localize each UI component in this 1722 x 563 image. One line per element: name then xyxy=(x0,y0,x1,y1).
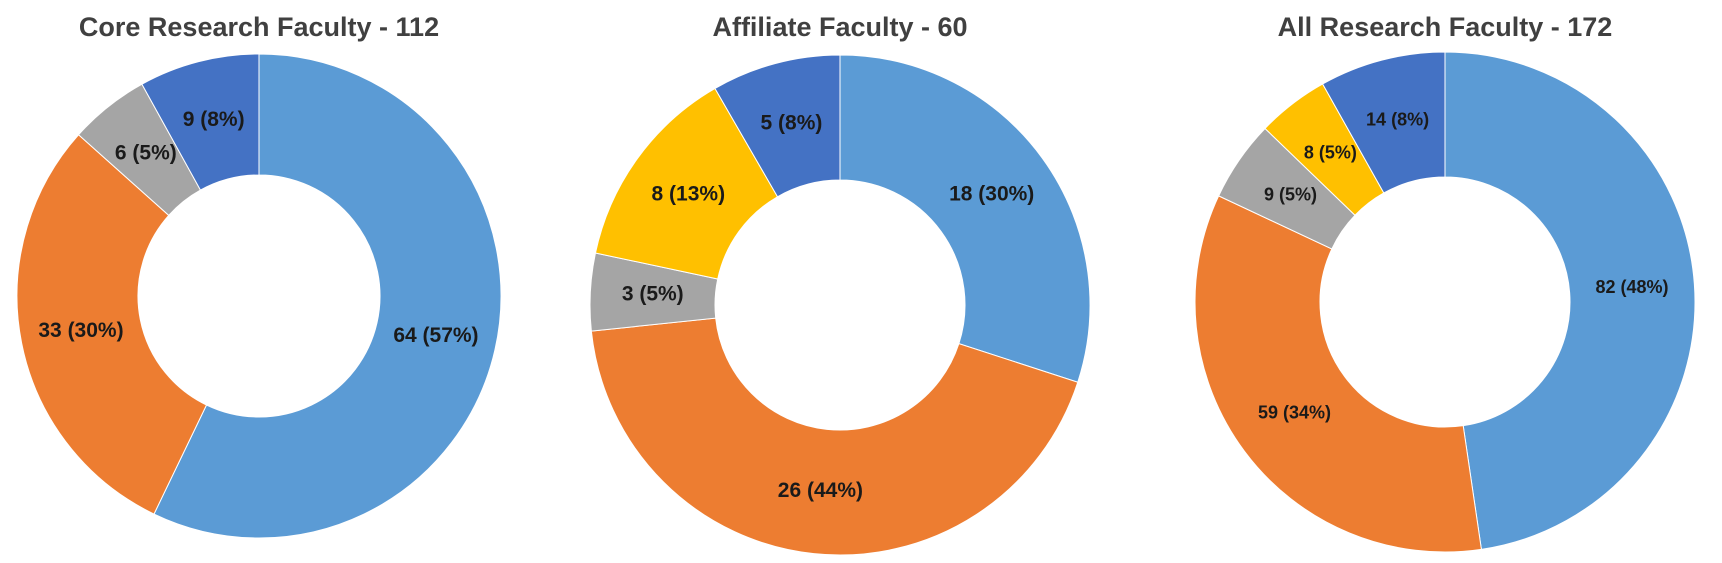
chart-title: All Research Faculty - 172 xyxy=(1278,12,1613,42)
donut-chart: Affiliate Faculty - 60 18 (30%) 26 (44%) 3 … xyxy=(589,12,1091,556)
donut-slice xyxy=(714,54,841,198)
data-label: 3 (5%) xyxy=(622,283,684,306)
donut-chart: All Research Faculty - 172 82 (48%) 59 (34… xyxy=(1194,12,1696,553)
data-label: 5 (8%) xyxy=(761,111,823,134)
data-label: 8 (5%) xyxy=(1304,142,1357,162)
data-label: 9 (8%) xyxy=(183,108,245,131)
donut-slice xyxy=(1444,51,1696,550)
donut-slice xyxy=(16,134,208,515)
data-label: 6 (5%) xyxy=(115,142,177,165)
chart-title: Affiliate Faculty - 60 xyxy=(712,12,967,42)
data-label: 18 (30%) xyxy=(949,182,1034,205)
donut-chart: Core Research Faculty - 112 64 (57%) 33 (3… xyxy=(16,12,502,539)
chart-title: Core Research Faculty - 112 xyxy=(79,12,439,42)
donut-slice xyxy=(1321,51,1446,194)
data-label: 82 (48%) xyxy=(1595,277,1668,297)
donut-slice xyxy=(590,317,1079,556)
data-label: 14 (8%) xyxy=(1366,109,1429,129)
data-label: 26 (44%) xyxy=(778,479,863,502)
data-label: 64 (57%) xyxy=(393,324,478,347)
data-label: 9 (5%) xyxy=(1264,184,1317,204)
data-label: 59 (34%) xyxy=(1258,403,1331,423)
donut-slice xyxy=(839,54,1091,383)
donut-slice xyxy=(141,53,260,191)
donut-slice xyxy=(1194,195,1482,553)
donut-slice xyxy=(153,53,502,539)
data-label: 33 (30%) xyxy=(38,319,123,342)
data-label: 8 (13%) xyxy=(652,182,726,205)
